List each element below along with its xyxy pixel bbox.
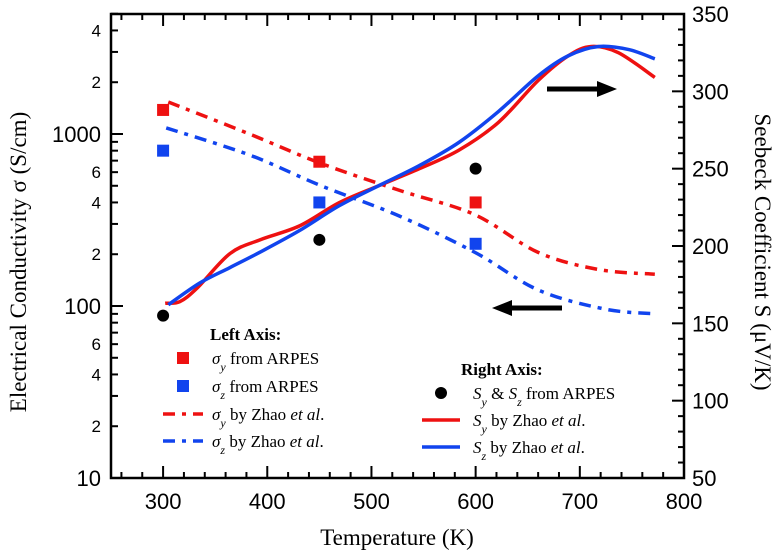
- y-left-tick-label: 6: [92, 335, 101, 354]
- data-point-circle: [469, 162, 482, 175]
- y-left-tick-label: 2: [92, 245, 101, 264]
- legend-label: Sy by Zhao et al.: [473, 411, 586, 436]
- right-axis-arrow-icon: [547, 81, 617, 97]
- data-point-square: [313, 155, 326, 168]
- legend-label: Sy & Sz from ARPES: [473, 384, 615, 409]
- series-line: [165, 126, 655, 316]
- y-right-tick-label: 50: [692, 466, 716, 491]
- y-left-tick-label: 2: [92, 417, 101, 436]
- legend-item: Sz by Zhao et al.: [422, 438, 585, 463]
- y-left-tick-label: 1000: [52, 122, 101, 147]
- x-tick-label: 300: [145, 489, 182, 514]
- data-point-square: [313, 196, 326, 209]
- legend-item: Sy by Zhao et al.: [422, 411, 586, 436]
- x-tick-label: 700: [561, 489, 598, 514]
- legend-item: σy from ARPES: [177, 349, 319, 374]
- series-y-from-arpes: [157, 103, 482, 209]
- x-axis-title: Temperature (K): [320, 525, 474, 550]
- series-layer: [157, 44, 656, 322]
- y-right-axis-title: Seebeck Coefficient S (μV/K): [750, 114, 775, 391]
- legend-right-title: Right Axis:: [461, 360, 543, 379]
- y-right-tick-label: 300: [692, 79, 729, 104]
- left-axis-arrow-icon: [492, 300, 562, 316]
- arrow-head: [597, 81, 617, 97]
- legend-label: Sz by Zhao et al.: [473, 438, 585, 463]
- y-left-tick-label: 100: [64, 294, 101, 319]
- data-point-square: [157, 144, 170, 157]
- series-z-by-zhao-et-al: [165, 126, 655, 316]
- y-left-tick-label: 10: [77, 466, 101, 491]
- y-left-tick-label: 6: [92, 163, 101, 182]
- legend-item: σz from ARPES: [177, 377, 319, 402]
- x-tick-label: 500: [353, 489, 390, 514]
- x-tick-label: 800: [666, 489, 703, 514]
- y-right-tick-label: 350: [692, 2, 729, 27]
- series-sy-sz-from-arpes: [157, 162, 482, 322]
- legend-label: σz by Zhao et al.: [212, 432, 324, 457]
- x-tick-label: 400: [249, 489, 286, 514]
- legend-left-title: Left Axis:: [210, 325, 281, 344]
- y-left-tick-label: 2: [92, 73, 101, 92]
- series-sz-by-zhao-et-al: [167, 44, 656, 307]
- arrow-head: [492, 300, 512, 316]
- series-y-by-zhao-et-al: [167, 100, 655, 276]
- y-right-tick-label: 100: [692, 389, 729, 414]
- data-point-square: [469, 237, 482, 250]
- data-point-square: [469, 196, 482, 209]
- legend-item: σz by Zhao et al.: [163, 432, 324, 457]
- series-z-from-arpes: [157, 144, 482, 250]
- y-left-tick-label: 4: [92, 193, 101, 212]
- data-point-circle: [157, 309, 170, 322]
- legend-label: σy by Zhao et al.: [212, 405, 324, 430]
- data-point-circle: [313, 233, 326, 246]
- legend-label: σz from ARPES: [212, 377, 319, 402]
- legend-swatch-square: [177, 380, 189, 392]
- legend-item: σy by Zhao et al.: [163, 405, 324, 430]
- legend-swatch-circle: [435, 387, 447, 399]
- series-line: [167, 100, 655, 276]
- data-point-square: [157, 103, 170, 116]
- y-left-tick-label: 4: [92, 21, 101, 40]
- y-right-tick-label: 150: [692, 311, 729, 336]
- y-left-tick-label: 4: [92, 365, 101, 384]
- legend-item: Sy & Sz from ARPES: [435, 384, 615, 409]
- annotation-layer: [492, 81, 617, 316]
- series-line: [167, 44, 656, 307]
- x-tick-label: 600: [457, 489, 494, 514]
- y-right-tick-label: 250: [692, 157, 729, 182]
- axes: 300 400 500 600 700 800 10 2 4 6 100 2 4 6 1000 2 4 50 100…: [52, 2, 729, 514]
- legend-label: σy from ARPES: [212, 349, 319, 374]
- y-right-tick-label: 200: [692, 234, 729, 259]
- legend-left-group: Left Axis: σy from ARPES σz from ARPES σy b…: [163, 325, 324, 457]
- y-left-axis-title: Electrical Conductivity σ (S/cm): [6, 112, 31, 412]
- legend-swatch-square: [177, 352, 189, 364]
- legend: Left Axis: σy from ARPES σz from ARPES σy b…: [163, 325, 615, 463]
